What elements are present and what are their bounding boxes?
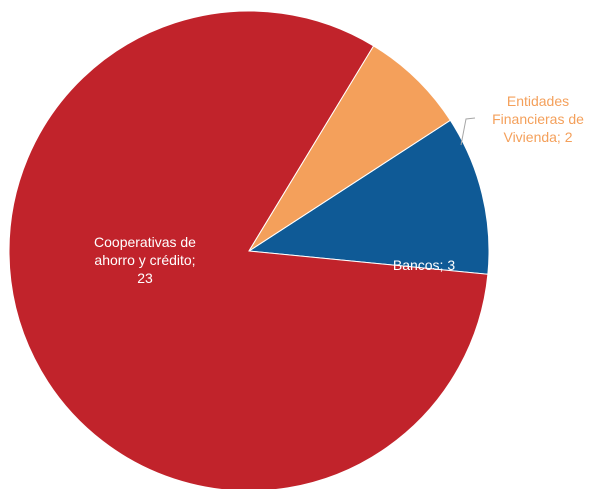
pie-slice-cooperativas-de-ahorro-y-credito [8,10,489,489]
data-label-line: ahorro y crédito; [94,252,195,268]
leader-lines [460,117,476,146]
leader-line-entidades-financieras-de-vivienda [460,117,476,146]
data-label-line: 23 [137,270,153,286]
data-label-line: Cooperativas de [94,234,196,250]
data-label-line: Entidades [507,93,569,109]
data-label-entidades-financieras-de-vivienda: Entidades Financieras de Vivienda; 2 [492,93,584,145]
data-label-cooperativas-de-ahorro-y-credito: Cooperativas de ahorro y crédito; 23 [94,234,196,286]
pie-slice-bancos [247,119,490,275]
data-label-line: Vivienda; 2 [503,129,572,145]
data-labels: Bancos; 3 Cooperativas de ahorro y crédito… [94,93,584,286]
pie-slice-entidades-financieras-de-vivienda [248,45,451,252]
data-label-line: Bancos; 3 [393,257,455,273]
data-label-line: Financieras de [492,111,584,127]
pie-slices [8,10,490,489]
data-label-bancos: Bancos; 3 [393,257,455,273]
